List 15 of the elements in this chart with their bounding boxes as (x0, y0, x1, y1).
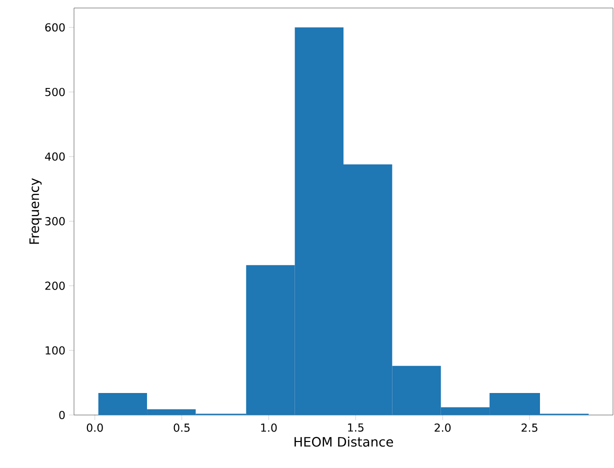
y-tick-label: 400 (45, 152, 65, 161)
x-tick-label: 0.5 (174, 424, 190, 432)
x-tick-label: 1.0 (261, 424, 277, 432)
y-tick-label: 200 (45, 282, 65, 290)
x-tick-label: 2.5 (522, 424, 538, 432)
x-tick-label: 0.0 (86, 424, 103, 432)
y-tick-label: 100 (46, 346, 65, 355)
y-tick-label: 300 (45, 217, 65, 226)
y-tick-label: 500 (45, 88, 65, 96)
x-tick-label: 1.5 (348, 424, 364, 432)
y-tick-label: 600 (45, 23, 65, 32)
y-tick-label: 0 (59, 410, 65, 420)
y-axis-title: Frequency (29, 178, 42, 244)
x-axis-title: HEOM Distance (294, 436, 394, 447)
x-tick-label: 2.0 (434, 424, 451, 432)
